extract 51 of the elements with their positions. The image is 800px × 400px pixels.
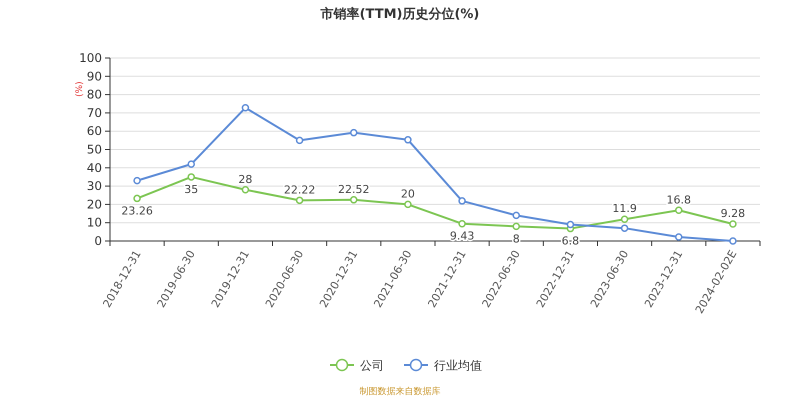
point: [188, 173, 195, 181]
point: [296, 136, 304, 144]
point: [242, 104, 250, 112]
point: [350, 196, 358, 204]
point: [566, 220, 574, 228]
y-tick-label: 80: [86, 88, 102, 102]
legend-公司: 公司: [330, 358, 384, 372]
data-label: 11.9: [612, 202, 637, 216]
y-tick-label: 40: [86, 160, 102, 175]
text: 制图数据来自数据库: [360, 386, 440, 397]
point: [729, 237, 737, 245]
y-tick-label: 70: [86, 106, 102, 120]
data-label: 35: [184, 182, 198, 196]
data-label: 22.22: [284, 183, 316, 196]
point: [675, 206, 682, 214]
data-label: 9.28: [720, 207, 746, 220]
point: [296, 196, 304, 204]
data-label: 28: [238, 172, 252, 186]
point: [675, 233, 682, 241]
point: [242, 186, 250, 194]
point: [620, 224, 628, 232]
point: [188, 160, 195, 168]
y-tick-label: 60: [86, 124, 102, 138]
point: [133, 194, 141, 202]
data-label: 9.43: [450, 230, 474, 243]
data-label: 22.52: [338, 182, 370, 196]
point: [620, 215, 628, 223]
point: [133, 176, 141, 184]
legend-行业均值: 行业均值: [404, 358, 482, 372]
y-tick-label: 50: [86, 142, 102, 156]
y-tick-label: 30: [86, 179, 102, 194]
y-tick-label: 90: [86, 69, 102, 84]
data-label: 23.26: [121, 204, 153, 218]
y-tick-label: 20: [86, 197, 102, 212]
point: [350, 128, 358, 136]
data-label: 20: [400, 187, 415, 200]
legend-label: 公司: [360, 358, 384, 372]
point: [404, 136, 412, 144]
point: [512, 222, 520, 230]
data-label: 16.8: [666, 193, 691, 206]
y-tick-label: 100: [79, 51, 102, 65]
chart-title: 市销率(TTM)历史分位(%): [320, 6, 480, 22]
point: [729, 220, 737, 228]
legend-label: 行业均值: [434, 358, 482, 372]
y-tick-label: 0: [94, 234, 102, 248]
point: [458, 197, 466, 205]
point: [458, 220, 466, 228]
point: [404, 200, 412, 208]
point: [512, 212, 520, 220]
y-axis-title: (%): [75, 81, 85, 97]
y-tick-label: 10: [86, 216, 102, 230]
